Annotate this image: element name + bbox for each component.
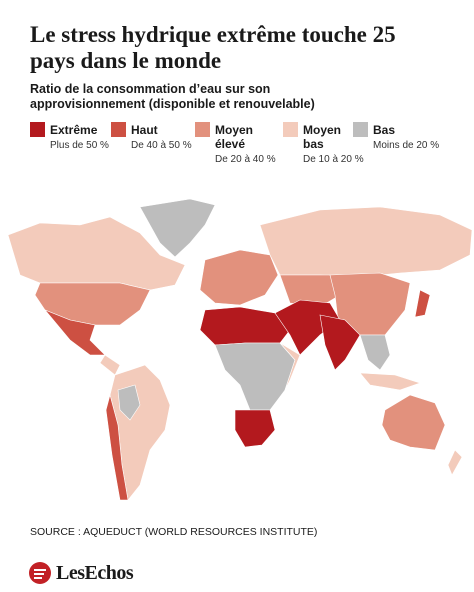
legend-range: Moins de 20 % [373,140,440,151]
new-zealand [447,449,463,476]
world-map [7,198,473,501]
russia [259,206,473,278]
source: SOURCE : AQUEDUCT (WORLD RESOURCES INSTI… [30,526,318,538]
southern-africa [234,409,276,448]
india [319,314,361,371]
amazon [117,384,141,421]
europe [199,249,279,306]
australia [381,394,446,451]
central-africa [214,342,296,411]
east-africa [279,342,301,391]
legend-swatch [283,122,298,137]
subtitle: Ratio de la consommation d’eau sur son a… [30,82,315,111]
legend-range: De 20 à 40 % [215,154,276,165]
legend-name: Haut [131,123,158,137]
legend-swatch [111,122,126,137]
central-america [99,354,121,376]
indonesia [359,372,421,391]
mexico [44,309,106,356]
japan [414,289,431,318]
title: Le stress hydrique extrême touche 25 pay… [30,22,396,73]
legend-swatch [195,122,210,137]
legend-range: De 40 à 50 % [131,140,192,151]
legend-range: Plus de 50 % [50,140,109,151]
legend-swatch [30,122,45,137]
legend-range: De 10 à 20 % [303,154,364,165]
legend-swatch [353,122,368,137]
usa [34,282,151,326]
legend-name: Bas [373,123,396,137]
legend-name: Moyen élevé [215,123,254,151]
chile-peru [105,393,129,501]
legend-name: Extrême [50,123,98,137]
legend-name: Moyen bas [303,123,342,151]
brand-icon [29,562,51,584]
southeast-asia [359,334,391,371]
central-asia [279,274,341,308]
brand: LesEchos [56,562,134,584]
greenland [139,198,216,258]
